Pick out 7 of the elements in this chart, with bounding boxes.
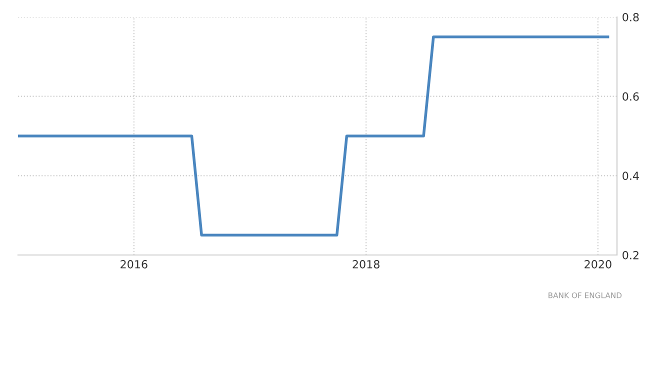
x-tick-label: 2016 <box>120 260 148 268</box>
x-tick-label: 2018 <box>352 260 380 268</box>
y-tick-label: 0.4 <box>622 172 639 180</box>
y-tick-label: 0.6 <box>622 92 639 101</box>
x-tick-label: 2020 <box>584 260 612 268</box>
y-tick-label: 0.8 <box>622 12 639 22</box>
y-tick-label: 0.2 <box>622 250 638 260</box>
